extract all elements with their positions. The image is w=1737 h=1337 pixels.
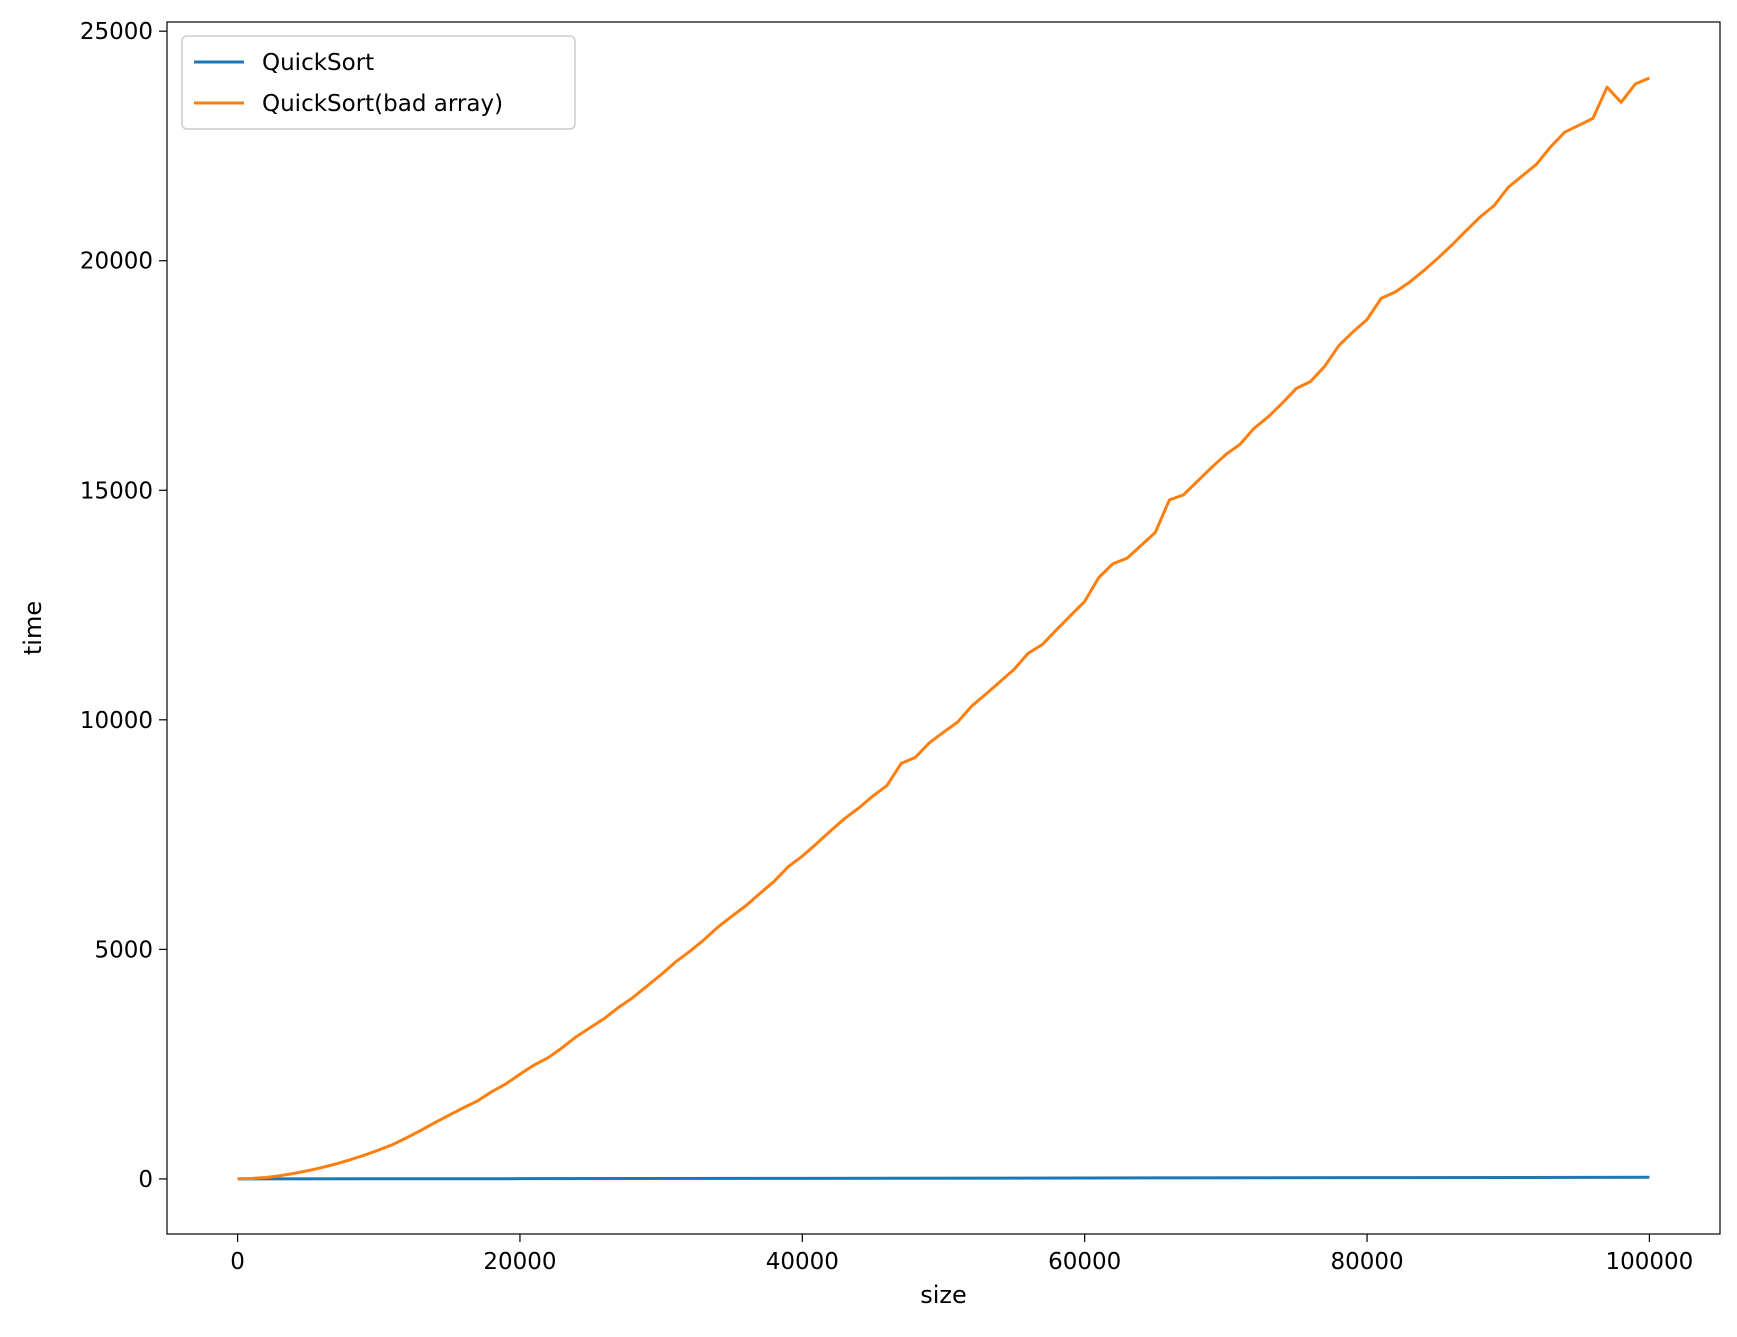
x-tick-label: 0	[230, 1249, 245, 1275]
y-tick-label: 15000	[80, 478, 153, 504]
legend: QuickSort QuickSort(bad array)	[181, 35, 576, 130]
legend-label: QuickSort(bad array)	[262, 91, 503, 117]
x-tick-label: 60000	[1048, 1249, 1121, 1275]
x-tick-label: 80000	[1330, 1249, 1403, 1275]
legend-label: QuickSort	[262, 50, 374, 76]
series-line-quicksort-bad-array	[237, 76, 1650, 1181]
x-tick-label: 40000	[766, 1249, 839, 1275]
x-tick-label: 100000	[1606, 1249, 1694, 1275]
series-line-quicksort	[237, 1175, 1650, 1181]
y-tick-label: 5000	[94, 937, 153, 963]
y-tick-label: 10000	[80, 708, 153, 734]
y-tick-label: 0	[138, 1167, 153, 1193]
plot-area	[237, 76, 1650, 1181]
x-axis: 0 20000 40000 60000 80000 100000	[230, 1234, 1693, 1275]
legend-box	[181, 35, 576, 130]
x-axis-label: size	[920, 1281, 967, 1309]
y-tick-label: 20000	[80, 249, 153, 275]
y-axis-label: time	[19, 601, 47, 655]
y-axis: 0 5000 10000 15000 20000 25000	[80, 19, 167, 1193]
y-tick-label: 25000	[80, 19, 153, 45]
plot-frame	[166, 21, 1721, 1235]
x-tick-label: 20000	[483, 1249, 556, 1275]
